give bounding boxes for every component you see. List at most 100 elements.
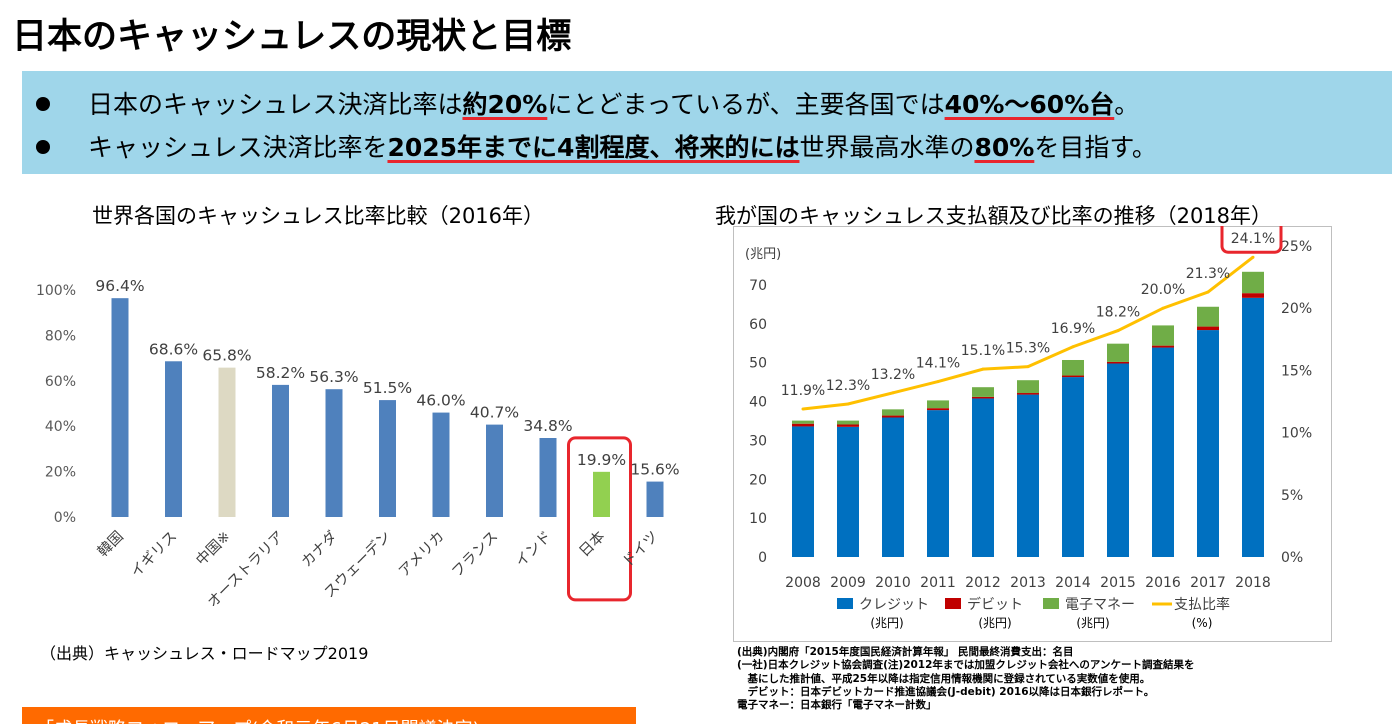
right-y-tick-label: 15% — [1281, 363, 1312, 379]
left-y-tick-label: 0 — [758, 550, 767, 566]
note-line: (出典)内閣府「2015年度国民経済計算年報」 民間最終消費支出：名目 — [737, 646, 1074, 658]
ratio-label: 11.9% — [781, 383, 825, 399]
legend-unit: (兆円) — [870, 616, 903, 630]
bar-デビット-2012 — [972, 396, 994, 399]
ratio-label: 24.1% — [1231, 231, 1275, 247]
bar-クレジット-2014 — [1062, 377, 1084, 557]
x-tick-label: 2013 — [1010, 575, 1046, 591]
ratio-label: 12.3% — [826, 378, 870, 394]
ratio-label: 15.1% — [961, 343, 1005, 359]
category-label: インド — [513, 529, 555, 571]
summary-bullet-2: キャッシュレス決済比率を2025年までに4割程度、将来的には世界最高水準の80%… — [22, 128, 1157, 164]
y-tick-label: 80% — [45, 328, 76, 344]
ratio-point — [1026, 365, 1030, 369]
bar-デビット-2014 — [1062, 375, 1084, 378]
japan-cashless-chart: (兆円) 0 10 20 30 40 50 60 70 0% 5% 10% 15% 20% 25% 2008 2… — [745, 226, 1312, 630]
bar-アメリカ — [432, 412, 450, 517]
left-y-tick-label: 40 — [749, 395, 767, 411]
ratio-point — [1116, 329, 1120, 333]
ratio-point — [1206, 290, 1210, 294]
bar-電子マネー-2014 — [1062, 359, 1084, 376]
bar-クレジット-2015 — [1107, 363, 1129, 557]
data-label: 65.8% — [202, 347, 251, 365]
legend-label: 電子マネー — [1065, 597, 1135, 613]
bar-韓国 — [111, 298, 129, 517]
left-axis-unit: (兆円) — [745, 247, 781, 262]
bottom-source-banner: 「成長戦略フォローアップ(令和元年6月21日閣議決定) — [22, 707, 636, 724]
bullet-1-text: 。 — [1114, 90, 1140, 119]
bar-クレジット-2009 — [837, 426, 859, 557]
bar-クレジット-2008 — [792, 426, 814, 557]
data-label: 46.0% — [416, 392, 465, 410]
page-title: 日本のキャッシュレスの現状と目標 — [12, 17, 572, 57]
right-y-tick-label: 0% — [1281, 550, 1303, 566]
data-label: 56.3% — [309, 368, 358, 386]
category-label: イギリス — [127, 528, 180, 581]
legend-unit: (兆円) — [978, 616, 1011, 630]
bar-クレジット-2017 — [1197, 330, 1219, 557]
bullet-2-highlight-80: 80% — [974, 133, 1035, 162]
x-tick-label: 2009 — [830, 575, 866, 591]
summary-bullet-1: 日本のキャッシュレス決済比率は約20%にとどまっているが、主要各国では40%～6… — [22, 85, 1139, 121]
bar-スウェーデン — [379, 400, 396, 517]
category-label: 韓国 — [94, 528, 127, 561]
x-tick-label: 2018 — [1235, 575, 1271, 591]
category-label: カナダ — [298, 528, 341, 571]
category-label: フランス — [449, 529, 501, 581]
category-label: アメリカ — [396, 529, 448, 581]
ratio-point — [1161, 306, 1165, 310]
ratio-label: 21.3% — [1186, 266, 1230, 282]
left-y-tick-label: 20 — [749, 472, 767, 488]
bar-電子マネー-2016 — [1152, 325, 1174, 346]
x-tick-label: 2015 — [1100, 575, 1136, 591]
bullet-2-text: 世界最高水準の — [799, 133, 975, 162]
x-tick-label: 2010 — [875, 575, 911, 591]
ratio-point — [981, 367, 985, 371]
bullet-1-highlight-japan: 約20% — [462, 90, 548, 119]
bar-クレジット-2011 — [927, 410, 949, 557]
data-label: 40.7% — [470, 404, 519, 422]
bar-カナダ — [325, 389, 343, 517]
bar-クレジット-2013 — [1017, 394, 1039, 557]
bar-デビット-2008 — [792, 423, 814, 427]
category-label: 日本 — [576, 528, 609, 561]
ratio-label: 13.2% — [871, 367, 915, 383]
bar-日本 — [593, 471, 610, 517]
data-label: 68.6% — [149, 340, 198, 358]
right-y-tick-label: 20% — [1281, 301, 1312, 317]
legend-swatch — [837, 598, 853, 609]
japan-highlight-box — [567, 436, 632, 602]
left-chart-title: 世界各国のキャッシュレス比率比較（2016年） — [92, 204, 545, 228]
y-tick-label: 0% — [54, 510, 76, 526]
bar-デビット-2016 — [1152, 345, 1174, 348]
note-line: 基にした推計値、平成25年以降は指定信用情報機関に登録されている実数値を使用。 — [737, 672, 1151, 685]
bar-電子マネー-2008 — [792, 420, 814, 424]
data-label: 19.9% — [577, 451, 626, 469]
bar-デビット-2017 — [1197, 326, 1219, 331]
y-tick-label: 100% — [36, 283, 76, 299]
left-chart-source: （出典）キャッシュレス・ロードマップ2019 — [40, 644, 369, 663]
x-tick-label: 2008 — [785, 575, 821, 591]
bar-電子マネー-2013 — [1017, 380, 1039, 394]
bar-デビット-2010 — [882, 415, 904, 418]
bar-クレジット-2012 — [972, 398, 994, 557]
category-label: ドイツ — [620, 529, 662, 571]
bar-クレジット-2018 — [1242, 297, 1264, 557]
ratio-point — [1071, 345, 1075, 349]
bullet-2-text: キャッシュレス決済比率を — [87, 133, 388, 162]
world-cashless-chart: 0% 20% 40% 60% 80% 100% 96.4% 韓国 68.6% イギリス 65.8% 中… — [36, 277, 680, 611]
bar-中国※ — [218, 367, 236, 517]
legend-label: デビット — [967, 596, 1023, 613]
right-chart-notes: (出典)内閣府「2015年度国民経済計算年報」 民間最終消費支出：名目 (一社)… — [737, 646, 1195, 712]
bar-デビット-2018 — [1242, 293, 1264, 298]
legend-unit: (%) — [1192, 616, 1213, 630]
bullet-1-text: 日本のキャッシュレス決済比率は — [87, 90, 463, 119]
bottom-banner-text: 「成長戦略フォローアップ(令和元年6月21日閣議決定) — [22, 715, 636, 724]
bar-クレジット-2016 — [1152, 347, 1174, 557]
data-label: 34.8% — [523, 417, 572, 435]
left-y-tick-label: 50 — [749, 356, 767, 372]
ratio-label: 14.1% — [916, 356, 960, 372]
bar-クレジット-2010 — [882, 417, 904, 557]
bullet-1-highlight-others: 40%～60%台 — [944, 90, 1115, 119]
legend-label: 支払比率 — [1174, 596, 1230, 613]
